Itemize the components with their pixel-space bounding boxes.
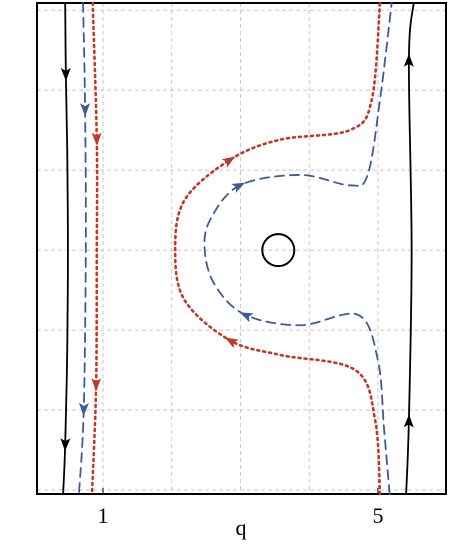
trajectory [203,2,393,495]
flow-arrow [91,378,102,392]
flow-arrow [403,414,414,428]
plot-frame [36,2,447,495]
trajectory [90,1,99,496]
flow-arrow [91,132,102,146]
flow-arrow [403,53,414,67]
flow-arrow [221,156,236,168]
flow-arrow [231,182,246,193]
flow-arrow [224,337,239,349]
x-tick-label: 1 [97,503,108,528]
x-tick-label: 5 [372,503,383,528]
center-point [261,233,296,268]
flow-arrow [60,438,71,452]
flow-arrow [78,402,89,417]
trajectory [173,1,382,496]
trajectory [78,2,87,495]
flow-arrow [60,67,71,81]
x-axis-label: q [236,515,247,540]
flow-arrow [239,312,254,323]
flow-arrow [80,103,91,117]
